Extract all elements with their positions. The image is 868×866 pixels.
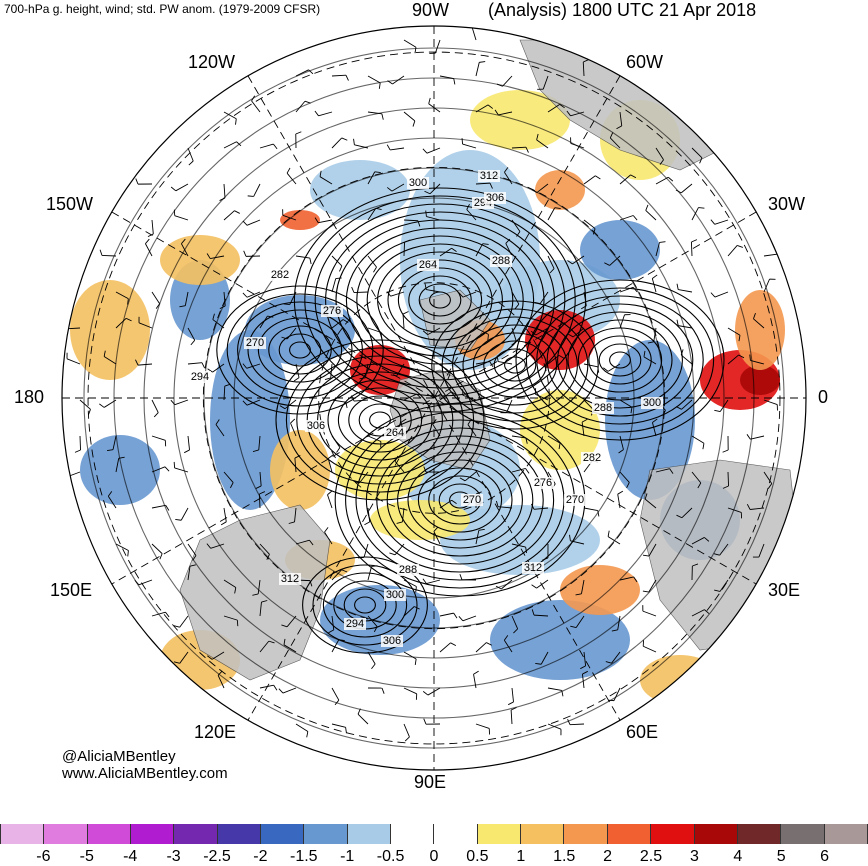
lon-label-120e: 120E [194,722,236,743]
colorbar-swatch [0,824,44,844]
contour-label: 282 [271,269,289,281]
colorbar-swatch [608,824,651,844]
colorbar-swatch [131,824,174,844]
colorbar-tick-label: 4 [733,848,742,866]
pw-anomaly-area [320,585,440,655]
colorbar-tick-label: -5 [80,848,94,866]
colorbar-tick-label: -6 [36,848,50,866]
colorbar-tick-label: 1 [516,848,525,866]
pw-anomaly-area [270,430,330,510]
colorbar [0,824,868,844]
lon-label-120w: 120W [188,52,235,73]
colorbar-tick-label: -1 [340,848,354,866]
contour-label: 306 [383,635,401,647]
colorbar-swatch [825,824,868,844]
contour-label: 270 [463,494,481,506]
colorbar-swatch [44,824,87,844]
contour-label: 270 [246,337,264,349]
contour-label: 276 [534,477,552,489]
contour-label: 300 [386,589,404,601]
lon-label-60w: 60W [626,52,663,73]
contour-label: 282 [583,452,601,464]
contour-label: 300 [643,397,661,409]
colorbar-tick-label: 0 [430,848,439,866]
colorbar-tick-label: 0.5 [466,848,488,866]
colorbar-swatch [261,824,304,844]
colorbar-swatch [738,824,781,844]
contour-label: 312 [480,170,498,182]
colorbar-tick-label: 5 [777,848,786,866]
colorbar-swatch [391,824,434,844]
pw-anomaly-area [640,655,720,705]
colorbar-swatch [521,824,564,844]
lon-label-180: 180 [14,387,44,408]
contour-label: 264 [386,427,404,439]
lon-label-150e: 150E [50,580,92,601]
contour-label: 264 [419,259,437,271]
colorbar-swatch [304,824,347,844]
colorbar-swatch [781,824,824,844]
contour-label: 288 [399,564,417,576]
contour-label: 306 [307,420,325,432]
colorbar-tick-label: 2.5 [640,848,662,866]
lon-label-30w: 30W [768,194,805,215]
contour-label: 300 [409,177,427,189]
colorbar-tick-label: -0.5 [377,848,405,866]
lon-label-150w: 150W [46,194,93,215]
lon-label-60e: 60E [626,722,658,743]
contour-label: 270 [566,494,584,506]
lon-label-30e: 30E [768,580,800,601]
colorbar-tick-label: -1.5 [290,848,318,866]
colorbar-swatch [348,824,391,844]
colorbar-ticks: -6 -5 -4 -3 -2.5 -2 -1.5 -1 -0.5 0 0.5 1 1.5 2 2.5 3 4 5 6 [0,848,868,865]
contour-label: 306 [486,192,504,204]
lon-label-0: 0 [818,387,828,408]
contour-label: 294 [346,618,364,630]
colorbar-swatch [218,824,261,844]
colorbar-swatch [434,824,477,844]
colorbar-tick-label: -2 [253,848,267,866]
credit-website: www.AliciaMBentley.com [62,765,228,782]
colorbar-tick-label: 1.5 [553,848,575,866]
pw-anomaly-area [280,210,320,230]
contour-label: 294 [191,371,209,383]
colorbar-tick-label: -2.5 [203,848,231,866]
colorbar-tick-label: 3 [690,848,699,866]
credit-twitter: @AliciaMBentley [62,748,176,765]
lon-label-90e: 90E [414,772,446,793]
colorbar-swatch [651,824,694,844]
colorbar-swatch [564,824,607,844]
contour-label: 288 [594,402,612,414]
contour-label: 276 [323,305,341,317]
lon-label-90w: 90W [412,0,449,21]
pw-anomaly-area [535,170,585,210]
colorbar-tick-label: -3 [166,848,180,866]
contour-label: 312 [281,573,299,585]
contour-label: 312 [524,562,542,574]
pw-anomaly-area [370,500,470,540]
colorbar-swatch [174,824,217,844]
colorbar-tick-label: 6 [820,848,829,866]
pw-anomaly-area [160,235,240,285]
pw-anomaly-area [560,565,640,615]
colorbar-swatch [695,824,738,844]
colorbar-tick-label: -4 [123,848,137,866]
contour-label: 288 [492,255,510,267]
polar-map: 300 312 294 306 288 264 276 282 270 294 306 264 270 2… [0,0,868,820]
colorbar-swatch [478,824,521,844]
colorbar-swatch [88,824,131,844]
colorbar-tick-label: 2 [603,848,612,866]
